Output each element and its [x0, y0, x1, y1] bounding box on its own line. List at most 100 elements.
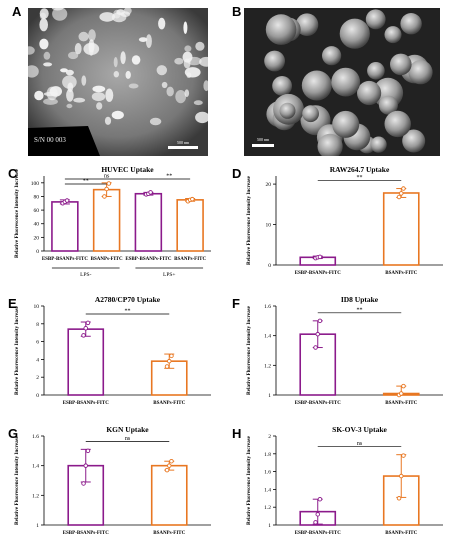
nanoparticle-spot [91, 92, 106, 102]
x-tick-label: BSANPs-FITC [91, 257, 123, 262]
nanosphere [357, 80, 382, 106]
nanoparticle-spot [166, 86, 174, 97]
x-tick-label: BSANPs-FITC [153, 401, 185, 406]
chart-title: RAW264.7 Uptake [330, 165, 390, 174]
y-tick-label: 1.4 [32, 464, 39, 470]
x-tick-label: ESBP-BSANPs-FITC [295, 531, 342, 536]
y-tick-label: 60 [34, 208, 40, 214]
data-point [81, 333, 86, 338]
y-tick-label: 0 [36, 393, 39, 399]
nanoparticle-spot [113, 57, 118, 68]
y-tick-label: 20 [266, 182, 272, 188]
x-tick-label: BSANPs-FITC [385, 271, 417, 276]
y-tick-label: 1 [268, 393, 271, 399]
y-tick-label: 2 [268, 434, 271, 440]
nanoparticle-spot [149, 117, 162, 126]
nanosphere [408, 60, 433, 85]
significance-label: ns [125, 436, 131, 442]
chart-title: HUVEC Uptake [101, 165, 154, 174]
nanosphere [272, 76, 292, 96]
data-point [169, 353, 174, 359]
y-axis-label: Relative Fluorescence Intensity Increase [14, 305, 20, 395]
y-tick-label: 100 [31, 181, 40, 187]
y-axis-label: Relative Fluorescence Intensity Increase [246, 435, 252, 525]
nanoparticle-spot [83, 42, 100, 56]
nanoparticle-spot [158, 17, 166, 30]
nanoparticle-spot [66, 88, 74, 102]
nanoparticle-spot [175, 90, 187, 104]
nanosphere [365, 9, 386, 30]
data-point [317, 318, 323, 324]
data-point [169, 458, 174, 464]
nanosphere [301, 70, 332, 101]
y-tick-label: 20 [34, 235, 40, 241]
nanoparticle-spot [96, 102, 103, 110]
y-tick-label: 2 [36, 375, 39, 381]
bar [134, 192, 163, 252]
nanoparticle-spot [187, 56, 202, 66]
nanoparticle-spot [81, 75, 87, 86]
nanoparticle-spot [68, 51, 79, 60]
nanoparticle-spot [39, 38, 49, 50]
data-point [166, 358, 172, 364]
microscope-stamp: S/N 00 003 [34, 136, 66, 144]
data-point [166, 463, 172, 468]
significance-label: ns [357, 441, 363, 447]
data-point [148, 190, 153, 195]
data-point [190, 196, 195, 202]
chart-a2780-uptake: A2780/CP70 Uptake Relative Fluorescence I… [14, 295, 211, 406]
y-tick-label: 1.2 [264, 505, 271, 511]
data-point [398, 391, 404, 396]
y-tick-label: 6 [36, 340, 39, 346]
nanosphere [390, 53, 412, 76]
nanoparticle-spot [28, 46, 35, 55]
y-tick-label: 40 [34, 222, 40, 228]
y-tick-label: 1.6 [264, 470, 271, 476]
nanoparticle-spot [104, 116, 112, 125]
nanoparticle-spot [186, 72, 192, 78]
nanosphere [265, 14, 297, 45]
nanoparticle-spot [65, 69, 74, 76]
nanoparticle-spot [193, 100, 203, 106]
y-tick-label: 10 [34, 304, 40, 310]
nanoparticle-spot [105, 88, 114, 102]
data-point [106, 181, 112, 186]
nanoparticle-spot [99, 12, 115, 22]
sem-texture: 500 nm [244, 8, 440, 156]
data-point [401, 453, 406, 458]
bar [92, 188, 121, 252]
y-tick-label: 0 [268, 263, 271, 269]
nanoparticle-spot [34, 90, 44, 101]
y-tick-label: 1.2 [264, 363, 271, 369]
data-point [102, 194, 107, 199]
nanosphere [339, 18, 370, 49]
nanosphere [400, 13, 422, 35]
data-point [317, 496, 323, 502]
panel-letter-f: F [232, 296, 240, 311]
nanoparticle-spot [128, 83, 139, 89]
x-tick-label: BSANPs-FITC [385, 401, 417, 406]
chart-kgn-uptake: KGN Uptake Relative Fluorescence Intensit… [14, 425, 211, 536]
nanoparticle-spot [73, 97, 86, 103]
chart-raw264-uptake: RAW264.7 Uptake Relative Fluorescence Int… [246, 165, 443, 276]
bar [150, 464, 188, 526]
x-tick-label: ESBP-BSANPs-FITC [125, 257, 172, 262]
nanoparticle-spot [203, 80, 208, 92]
significance-label: ** [357, 307, 363, 313]
panel-letter-a: A [12, 4, 22, 19]
x-tick-label: BSANPs-FITC [385, 531, 417, 536]
x-tick-label: ESBP-BSANPs-FITC [295, 401, 342, 406]
nanoparticle-spot [183, 21, 188, 34]
y-tick-label: 10 [266, 223, 272, 229]
data-point [83, 463, 88, 468]
nanoparticle-spot [156, 65, 167, 76]
nanoparticle-spot [78, 31, 89, 42]
chart-title: KGN Uptake [106, 425, 149, 434]
group-label: LPS+ [163, 272, 176, 278]
nanoparticle-spot [39, 12, 46, 20]
nanoparticle-spot [43, 51, 51, 60]
nanoparticle-spot [161, 81, 168, 89]
data-point [401, 383, 406, 389]
chart-title: SK-OV-3 Uptake [332, 425, 387, 434]
nanoparticle-spot [60, 68, 68, 73]
